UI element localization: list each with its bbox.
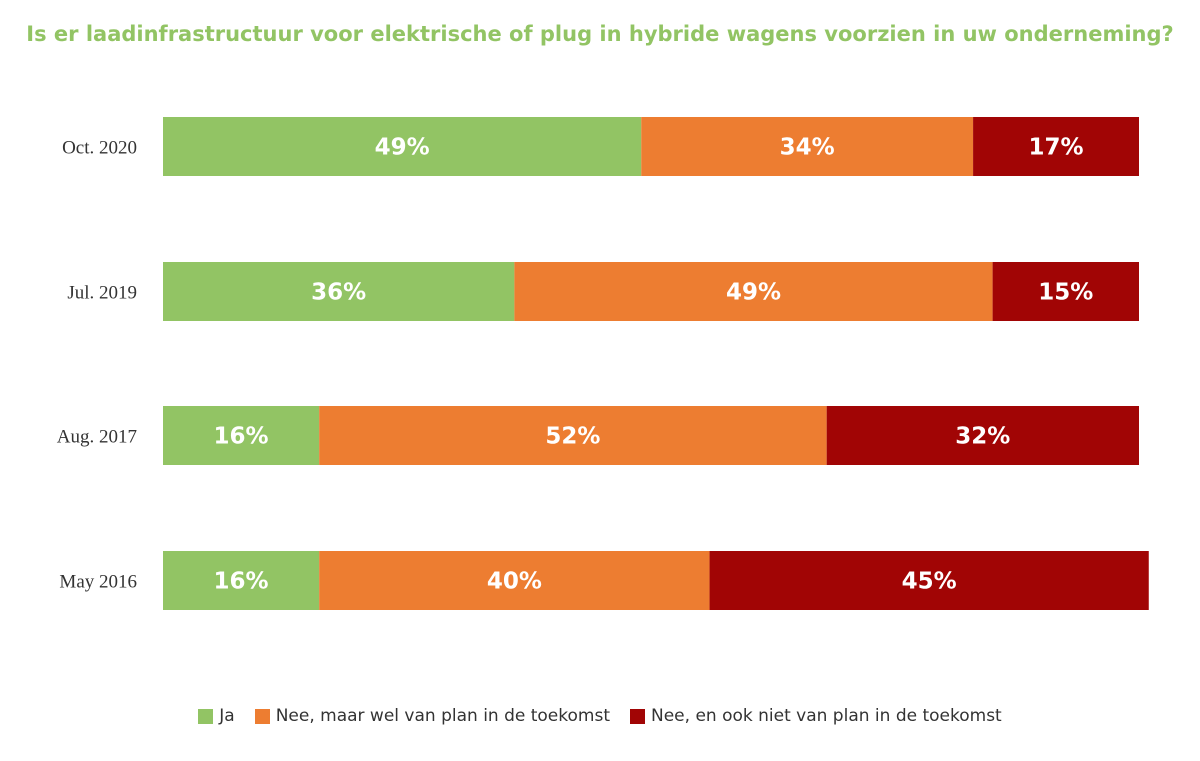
bar-value-label: 16% <box>214 569 269 595</box>
bar-value-label: 45% <box>902 569 957 595</box>
legend: Ja Nee, maar wel van plan in de toekomst… <box>0 706 1200 726</box>
stacked-bar-chart: Oct. 2020 49% 34% 17% Jul. 2019 36% 49% 15% Aug.… <box>57 117 1149 610</box>
bar-segment <box>163 406 320 465</box>
bar-value-label: 34% <box>780 135 835 161</box>
legend-label-nee-geen-plan: Nee, en ook niet van plan in de toekomst <box>651 706 1002 726</box>
bar-segment <box>163 551 320 610</box>
category-label: Jul. 2019 <box>67 283 137 304</box>
category-label: May 2016 <box>59 572 137 593</box>
legend-item-nee-geen-plan: Nee, en ook niet van plan in de toekomst <box>630 706 1002 726</box>
bar-segment <box>709 551 1149 610</box>
legend-swatch-ja <box>198 708 214 724</box>
bar-segment <box>826 406 1139 465</box>
bar-value-label: 49% <box>726 280 781 306</box>
bar-segment <box>319 551 710 610</box>
legend-item-ja: Ja <box>198 706 235 726</box>
bar-segment <box>973 117 1139 176</box>
bar-value-label: 36% <box>311 280 366 306</box>
bar-segment <box>319 406 827 465</box>
bar-value-label: 17% <box>1029 135 1084 161</box>
bar-segment <box>514 262 993 321</box>
bar-segment <box>163 262 515 321</box>
bar-segment <box>641 117 974 176</box>
legend-swatch-nee-geen-plan <box>630 708 645 724</box>
bar-value-label: 40% <box>487 569 542 595</box>
legend-item-nee-plan: Nee, maar wel van plan in de toekomst <box>254 706 610 726</box>
bar-segment <box>163 117 642 176</box>
category-label: Aug. 2017 <box>57 427 137 448</box>
bar-value-label: 49% <box>375 135 430 161</box>
legend-swatch-nee-plan <box>254 708 270 724</box>
legend-label-ja: Ja <box>219 706 235 726</box>
chart-title: Is er laadinfrastructuur voor elektrisch… <box>26 22 1174 46</box>
category-label: Oct. 2020 <box>62 138 137 159</box>
bar-value-label: 16% <box>214 424 269 450</box>
bar-value-label: 32% <box>955 424 1010 450</box>
bar-value-label: 52% <box>545 424 600 450</box>
bar-segment <box>992 262 1139 321</box>
bar-value-label: 15% <box>1038 280 1093 306</box>
legend-label-nee-plan: Nee, maar wel van plan in de toekomst <box>275 706 610 726</box>
